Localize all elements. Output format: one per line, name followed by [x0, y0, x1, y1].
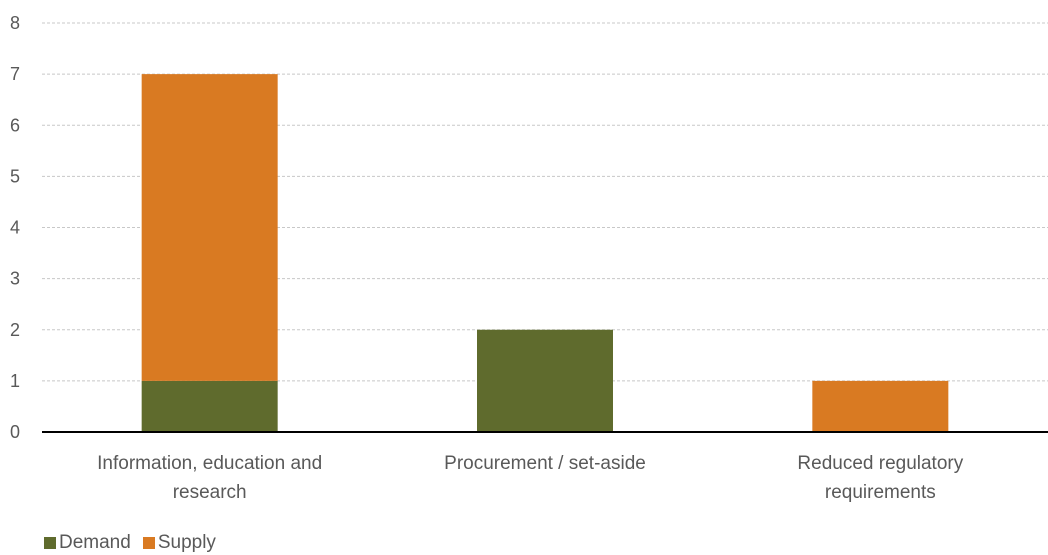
legend-swatch-supply	[142, 537, 155, 549]
x-category-label-2-line-0: Reduced regulatory	[797, 453, 963, 474]
y-tick-label-3: 3	[10, 269, 20, 289]
y-tick-label-2: 2	[10, 320, 20, 340]
x-axis-labels: Information, education and research Procur…	[97, 453, 964, 503]
legend-swatch-demand	[44, 537, 56, 549]
x-category-label-1-line-0: Procurement / set-aside	[444, 453, 646, 474]
legend: Demand Supply	[44, 532, 228, 554]
legend-item-demand: Demand	[44, 532, 131, 554]
y-tick-label-0: 0	[10, 422, 20, 442]
bar-supply-2	[812, 380, 949, 432]
bar-demand-1	[477, 329, 613, 432]
x-category-label-0-line-1: research	[173, 482, 247, 503]
y-tick-label-4: 4	[10, 218, 20, 238]
chart: 0 1 2 3 4 5 6 7 8 Information, education and rese…	[10, 13, 1048, 503]
legend-item-supply: Supply	[142, 532, 216, 554]
y-tick-label-8: 8	[10, 13, 20, 33]
y-tick-label-7: 7	[10, 64, 20, 84]
y-axis-ticks: 0 1 2 3 4 5 6 7 8	[10, 13, 20, 442]
bar-supply-0	[141, 74, 278, 381]
y-tick-label-1: 1	[10, 371, 20, 391]
bar-demand-0	[141, 380, 278, 432]
legend-label-demand: Demand	[59, 532, 131, 553]
x-category-label-0-line-0: Information, education and	[97, 453, 322, 474]
bars	[141, 74, 949, 432]
x-category-label-2-line-1: requirements	[825, 482, 936, 503]
y-tick-label-5: 5	[10, 166, 20, 186]
y-tick-label-6: 6	[10, 115, 20, 135]
legend-label-supply: Supply	[157, 532, 216, 553]
